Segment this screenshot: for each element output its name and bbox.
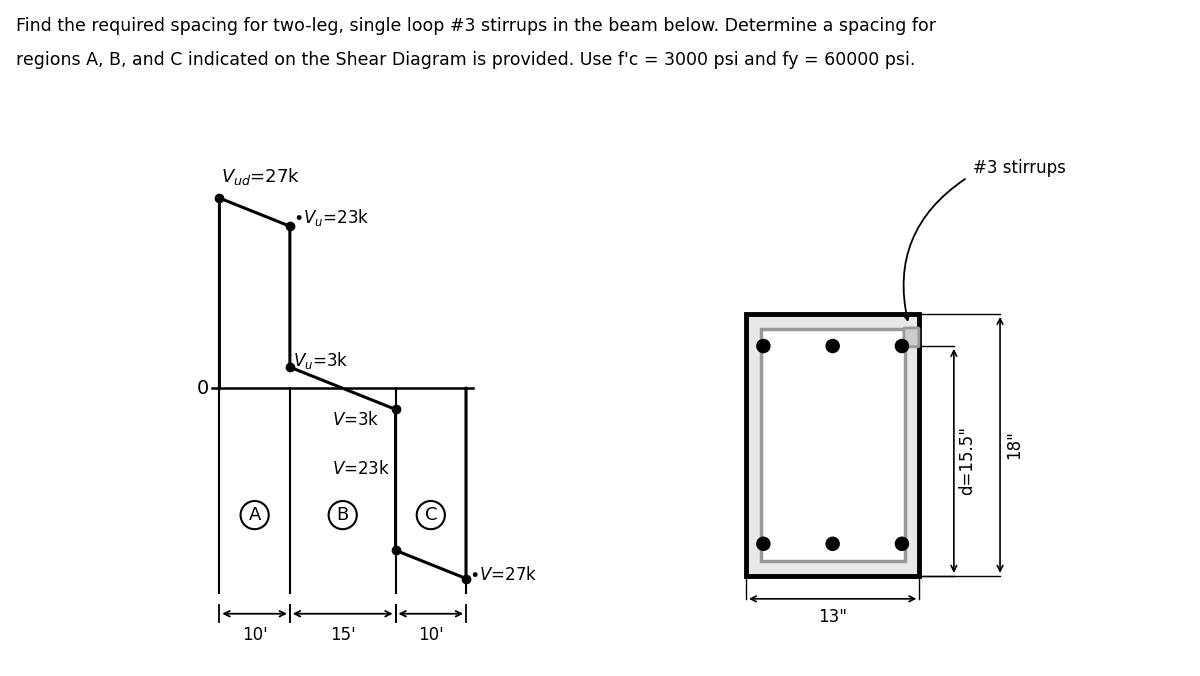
Text: d=15.5": d=15.5" <box>959 427 977 496</box>
Circle shape <box>895 339 908 353</box>
Text: 10': 10' <box>241 627 268 644</box>
Text: 13": 13" <box>818 608 847 627</box>
Circle shape <box>895 537 908 550</box>
Text: 10': 10' <box>418 627 444 644</box>
FancyBboxPatch shape <box>904 328 919 347</box>
Text: $\bullet$$V_u$=23k: $\bullet$$V_u$=23k <box>293 208 370 228</box>
Text: $V_u$=3k: $V_u$=3k <box>293 349 348 370</box>
Text: 15': 15' <box>330 627 355 644</box>
Text: Find the required spacing for two-leg, single loop #3 stirrups in the beam below: Find the required spacing for two-leg, s… <box>16 17 936 35</box>
Text: 18": 18" <box>1004 431 1022 460</box>
Circle shape <box>826 339 839 353</box>
Text: $V$=3k: $V$=3k <box>332 411 379 429</box>
Bar <box>761 329 905 561</box>
Text: $\bullet$$V$=27k: $\bullet$$V$=27k <box>469 566 538 584</box>
Bar <box>746 314 919 576</box>
Text: $V_{ud}$=27k: $V_{ud}$=27k <box>221 166 300 187</box>
Text: C: C <box>425 506 437 524</box>
Text: $V$=23k: $V$=23k <box>332 460 390 479</box>
Text: #3 stirrups: #3 stirrups <box>973 159 1066 177</box>
Circle shape <box>826 537 839 550</box>
Text: regions A, B, and C indicated on the Shear Diagram is provided. Use f'c = 3000 p: regions A, B, and C indicated on the She… <box>16 51 914 69</box>
Text: A: A <box>248 506 260 524</box>
Text: B: B <box>336 506 349 524</box>
Circle shape <box>757 537 770 550</box>
Text: 0: 0 <box>197 379 209 397</box>
Circle shape <box>757 339 770 353</box>
